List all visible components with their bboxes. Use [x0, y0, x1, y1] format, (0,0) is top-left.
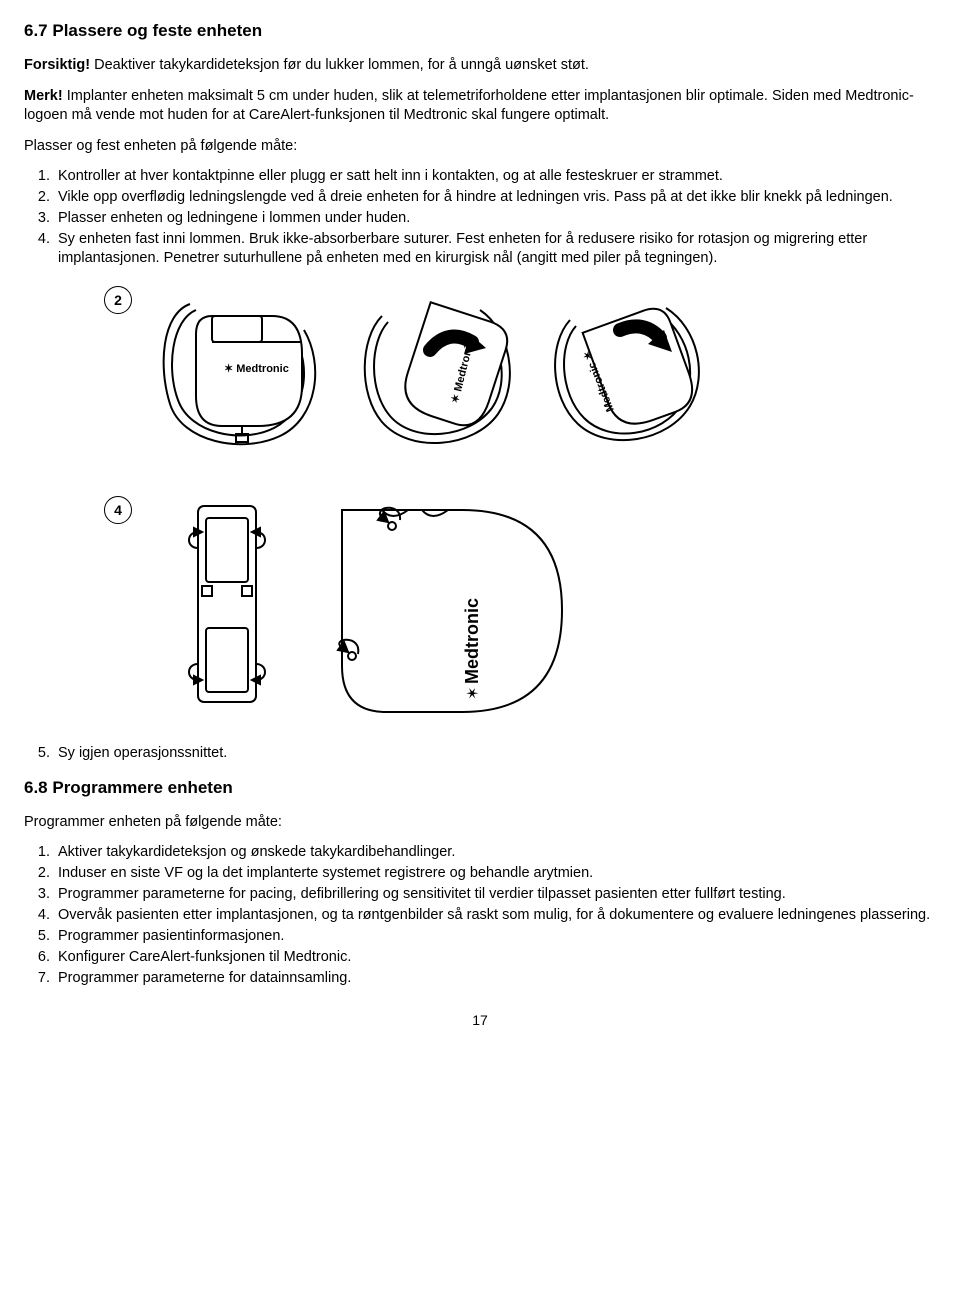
figure-label-2: 2: [104, 286, 132, 314]
note-label: Merk!: [24, 88, 63, 104]
list-67-part2: Sy igjen operasjonssnittet.: [24, 744, 936, 763]
brand-text: Medtronic: [462, 598, 482, 684]
brand-text: ✶ Medtronic: [224, 363, 289, 375]
caution-label: Forsiktig!: [24, 57, 90, 73]
brand-star-icon: ✶: [465, 686, 482, 699]
list-item: Programmer pasientinformasjonen.: [54, 927, 936, 946]
list-intro-67: Plasser og fest enheten på følgende måte…: [24, 137, 936, 156]
list-item: Sy igjen operasjonssnittet.: [54, 744, 936, 763]
list-item: Overvåk pasienten etter implantasjonen, …: [54, 906, 936, 925]
list-item: Konfigurer CareAlert-funksjonen til Medt…: [54, 948, 936, 967]
device-wrap-illustration-1: ✶ Medtronic: [152, 286, 332, 456]
device-wrap-illustration-3: Medtronic ✶: [542, 286, 712, 456]
list-intro-68: Programmer enheten på følgende måte:: [24, 813, 936, 832]
caution-paragraph: Forsiktig! Deaktiver takykardideteksjon …: [24, 56, 936, 75]
section-6-8-heading: 6.8 Programmere enheten: [24, 777, 936, 799]
note-paragraph: Merk! Implanter enheten maksimalt 5 cm u…: [24, 87, 936, 125]
note-text: Implanter enheten maksimalt 5 cm under h…: [24, 88, 914, 123]
list-item: Vikle opp overflødig ledningslengde ved …: [54, 188, 936, 207]
device-face-illustration: Medtronic ✶: [322, 496, 582, 726]
figure-row-2: 4: [104, 496, 936, 726]
list-item: Programmer parameterne for pacing, defib…: [54, 885, 936, 904]
figure-row-1: 2 ✶ Medtronic: [104, 286, 936, 456]
list-item: Plasser enheten og ledningene i lommen u…: [54, 209, 936, 228]
list-item: Programmer parameterne for datainnsamlin…: [54, 969, 936, 988]
figure-area: 2 ✶ Medtronic: [104, 286, 936, 726]
section-6-7-heading: 6.7 Plassere og feste enheten: [24, 20, 936, 42]
list-item: Sy enheten fast inni lommen. Bruk ikke-a…: [54, 230, 936, 268]
page-number: 17: [24, 1011, 936, 1029]
device-wrap-illustration-2: ✶ Medtronic: [352, 286, 522, 456]
header-suture-illustration: [172, 496, 282, 716]
list-item: Aktiver takykardideteksjon og ønskede ta…: [54, 843, 936, 862]
list-68: Aktiver takykardideteksjon og ønskede ta…: [24, 843, 936, 987]
list-67-part1: Kontroller at hver kontaktpinne eller pl…: [24, 167, 936, 267]
list-item: Kontroller at hver kontaktpinne eller pl…: [54, 167, 936, 186]
list-item: Induser en siste VF og la det implantert…: [54, 864, 936, 883]
caution-text: Deaktiver takykardideteksjon før du lukk…: [90, 57, 589, 73]
figure-label-4: 4: [104, 496, 132, 524]
